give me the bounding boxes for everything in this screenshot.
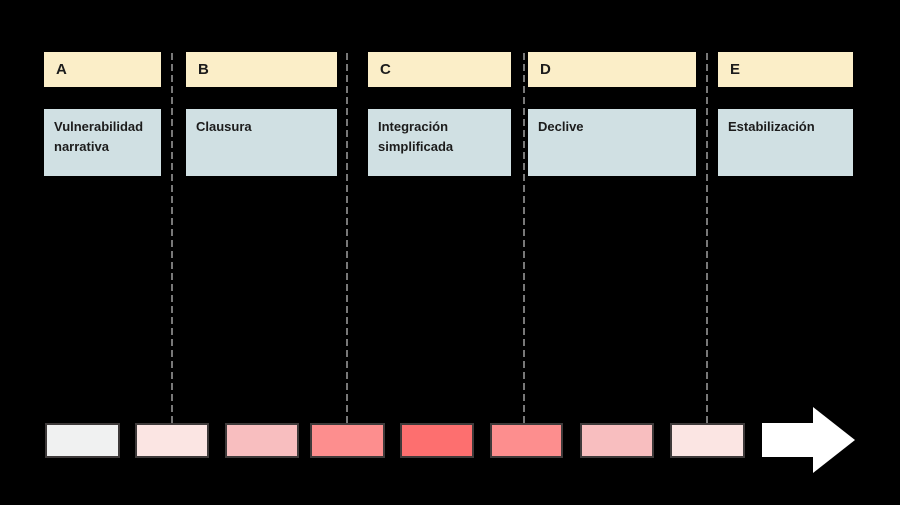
phase-b-header: B (186, 52, 337, 87)
phase-column-b: B Clausura (186, 52, 337, 176)
arrow-body (762, 423, 814, 457)
phase-column-c: C Integración simplificada (368, 52, 511, 176)
intensity-segment-3 (225, 423, 299, 458)
connector-line-3 (523, 53, 525, 423)
connector-line-2 (346, 53, 348, 423)
connector-line-1 (171, 53, 173, 423)
phase-d-header: D (528, 52, 696, 87)
phase-e-label: Estabilización (718, 109, 853, 176)
phase-d-label: Declive (528, 109, 696, 176)
phase-e-header: E (718, 52, 853, 87)
phase-c-label: Integración simplificada (368, 109, 511, 176)
phase-a-letter: A (56, 61, 67, 78)
intensity-segment-1 (45, 423, 120, 458)
intensity-segment-4 (310, 423, 385, 458)
phase-c-letter: C (380, 61, 391, 78)
phase-column-d: D Declive (528, 52, 696, 176)
phase-b-letter: B (198, 61, 209, 78)
phase-b-label: Clausura (186, 109, 337, 176)
phase-column-a: A Vulnerabilidad narrativa (44, 52, 161, 176)
phase-c-header: C (368, 52, 511, 87)
phase-a-label: Vulnerabilidad narrativa (44, 109, 161, 176)
arrow-head (813, 407, 855, 473)
intensity-segment-7 (580, 423, 654, 458)
intensity-segment-8 (670, 423, 745, 458)
connector-line-4 (706, 53, 708, 423)
phase-d-letter: D (540, 61, 551, 78)
phase-column-e: E Estabilización (718, 52, 853, 176)
phase-a-header: A (44, 52, 161, 87)
phase-e-letter: E (730, 61, 741, 78)
intensity-segment-6 (490, 423, 563, 458)
intensity-segment-2 (135, 423, 209, 458)
intensity-segment-5 (400, 423, 474, 458)
